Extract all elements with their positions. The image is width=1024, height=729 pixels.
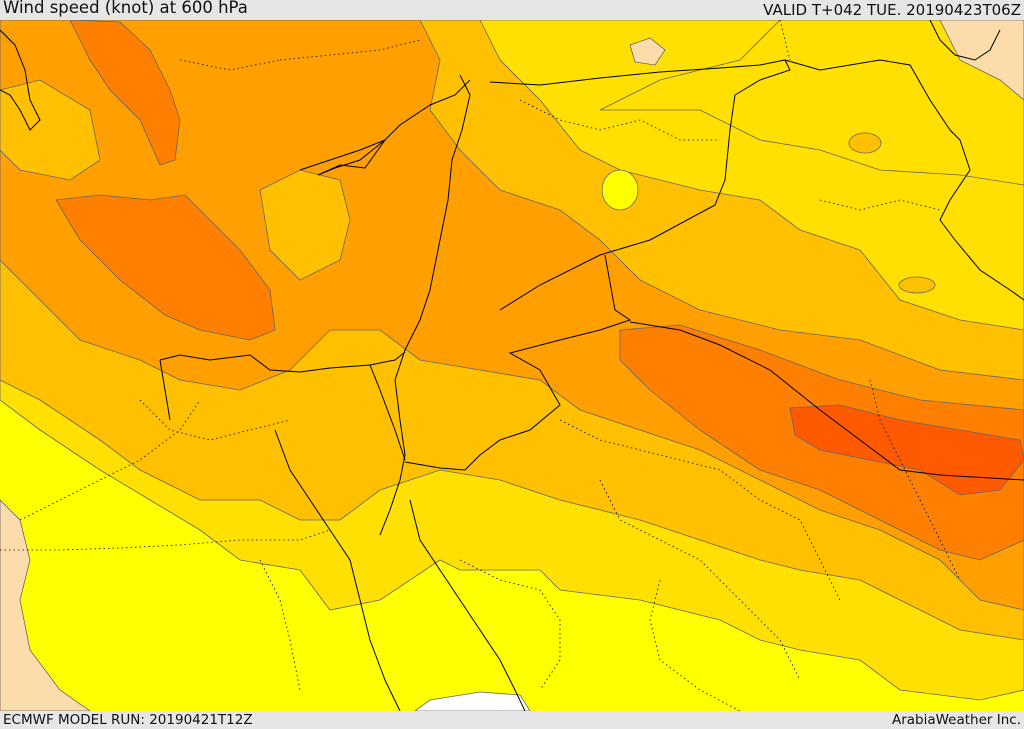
contour-band-level-6 [789,404,1024,496]
coastline-north-africa [159,351,406,373]
border-egypt-israel [369,364,406,461]
border-jordan-saudi [404,254,632,471]
map-header: Wind speed (knot) at 600 hPa VALID T+042… [0,0,1024,20]
low-wind-area-north-small [629,37,666,66]
map-canvas [0,20,1024,711]
contour-patch-desert-1 [601,169,639,211]
valid-time-label: VALID T+042 TUE. 20190423T06Z [763,1,1021,19]
coastline-levant [379,74,471,536]
contour-patch-desert-2 [848,132,882,154]
map-title: Wind speed (knot) at 600 hPa [3,0,248,17]
contour-band-level-3-island-north [0,79,101,181]
coastline-anatolia [299,79,471,171]
border-saudi-iraq-kuwait [629,321,1024,481]
model-run-label: ECMWF MODEL RUN: 20190421T12Z [3,712,253,728]
contour-band-level-2-north [599,20,1024,186]
coastline-red-sea-east [409,499,526,711]
low-wind-area-northeast [939,20,1024,101]
low-wind-area-south-white [414,691,531,711]
contour-band-level-5-west [55,194,276,341]
border-egypt-libya [159,359,171,421]
coastline-cyprus [317,139,386,176]
border-syria-iraq [489,59,791,311]
map-footer: ECMWF MODEL RUN: 20190421T12Z ArabiaWeat… [0,711,1024,729]
coastline-red-sea-west [274,429,401,711]
low-wind-area-southwest [0,499,91,711]
contour-band-level-3-island-west [259,169,351,281]
contour-patch-desert-3 [898,276,936,294]
coastline-aegean [0,29,41,131]
coastline-gulf [929,20,1001,61]
provider-label: ArabiaWeather Inc. [891,712,1021,728]
wind-speed-map [0,20,1024,711]
province-borders [0,20,961,711]
contour-band-level-5-north [69,20,181,166]
border-iran-iraq [784,59,1024,301]
